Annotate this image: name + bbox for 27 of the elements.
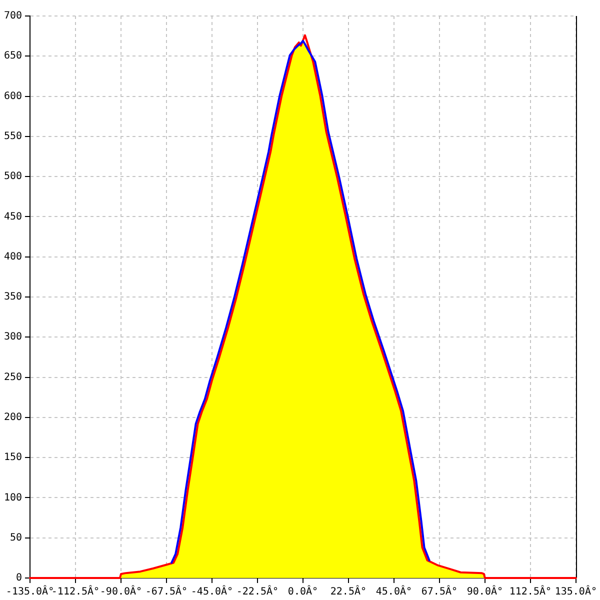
y-tick-label: 400: [4, 251, 22, 262]
y-tick-label: 0: [16, 572, 22, 584]
y-tick-label: 600: [4, 90, 22, 102]
y-tick-label: 450: [4, 211, 22, 222]
x-tick-label: 45.0Â°: [376, 584, 412, 598]
y-tick-label: 500: [4, 171, 22, 182]
y-tick-label: 550: [4, 131, 22, 142]
x-tick-label: -67.5Â°: [145, 584, 188, 598]
y-tick-label: 150: [4, 452, 22, 464]
y-tick-label: 50: [10, 532, 22, 544]
y-tick-label: 650: [4, 50, 22, 62]
x-tick-label: -45.0Â°: [190, 584, 234, 598]
x-tick-label: 90.0Â°: [466, 584, 504, 598]
x-tick-label: -135.0Â°: [6, 584, 54, 598]
y-tick-label: 350: [4, 292, 22, 303]
y-tick-label: 700: [4, 10, 22, 22]
y-tick-label: 200: [4, 412, 22, 424]
x-tick-label: 67.5Â°: [421, 584, 458, 598]
x-tick-label: -22.5Â°: [236, 584, 279, 598]
y-tick-label: 100: [4, 492, 22, 504]
y-tick-label: 250: [4, 372, 22, 383]
y-tick-label: 300: [4, 332, 22, 343]
x-tick-label: 112.5Â°: [509, 584, 552, 598]
x-tick-label: 22.5Â°: [330, 584, 367, 598]
x-tick-label: 135.0Â°: [554, 584, 598, 598]
x-tick-label: 0.0Â°: [288, 584, 318, 598]
x-tick-label: -90.0Â°: [100, 584, 142, 598]
